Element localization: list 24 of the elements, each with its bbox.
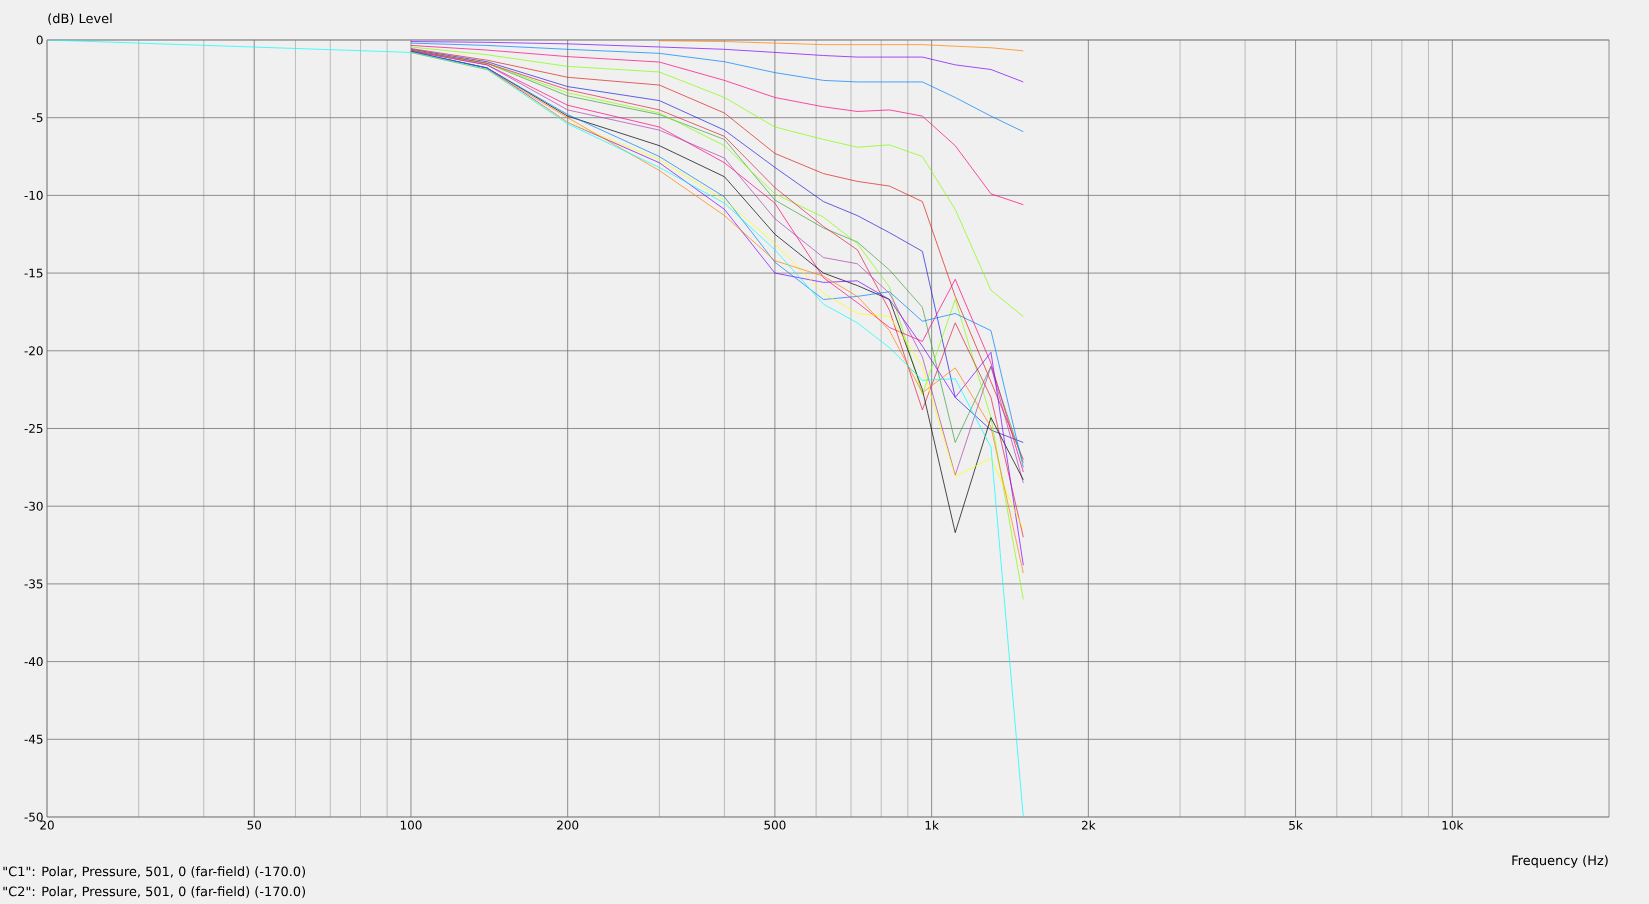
x-tick-label: 2k — [1081, 820, 1096, 830]
text: "C2": Polar, Pressure, 501, 0 (far-field) (-170.0) — [3, 886, 306, 898]
x-tick-label: 5k — [1289, 820, 1303, 830]
x-tick-label: 1k — [925, 820, 939, 830]
x-tick-label: 50 — [247, 820, 262, 830]
y-tick-label: -50 — [24, 812, 43, 822]
y-tick-label: -25 — [24, 423, 43, 434]
y-tick-label: -10 — [24, 190, 43, 200]
y-tick-label: -40 — [24, 657, 43, 667]
y-tick-label: 0 — [36, 35, 43, 45]
text: "C1": Polar, Pressure, 501, 0 (far-field) (-170.0) — [3, 866, 306, 878]
y-axis-title: (dB) Level — [48, 13, 112, 25]
y-tick-label: -5 — [32, 113, 43, 123]
y-tick-label: -45 — [24, 734, 43, 744]
y-tick-label: -35 — [24, 579, 43, 589]
x-axis-title: Frequency (Hz) — [1512, 855, 1608, 868]
x-tick-label: 100 — [400, 820, 422, 830]
y-tick-label: -20 — [24, 346, 43, 356]
x-tick-label: 20 — [40, 820, 54, 830]
y-tick-label: -30 — [24, 501, 43, 511]
y-tick-label: -15 — [24, 268, 43, 278]
x-tick-label: 200 — [557, 820, 579, 830]
x-tick-label: 10k — [1442, 820, 1464, 830]
x-tick-label: 500 — [764, 820, 786, 830]
